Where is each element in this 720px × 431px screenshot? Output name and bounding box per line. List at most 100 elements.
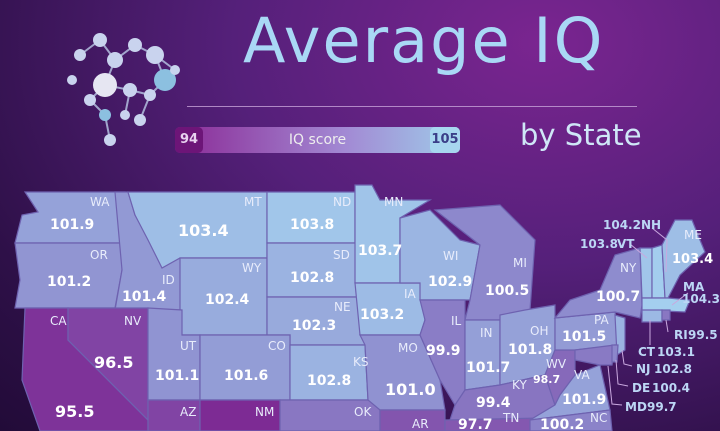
abbr-co: CO bbox=[268, 339, 286, 353]
abbr-ri: RI bbox=[674, 328, 688, 342]
callout-line-nj bbox=[621, 349, 633, 367]
abbr-nd: ND bbox=[333, 195, 351, 209]
abbr-va: VA bbox=[574, 368, 590, 382]
state-de[interactable] bbox=[611, 344, 619, 363]
value-tn: 97.7 bbox=[458, 417, 493, 431]
state-il[interactable] bbox=[419, 299, 466, 407]
subtitle: by State bbox=[520, 118, 642, 152]
value-mi: 100.5 bbox=[485, 283, 529, 299]
value-wi: 102.9 bbox=[428, 274, 472, 290]
value-or: 101.2 bbox=[47, 274, 91, 290]
abbr-or: OR bbox=[90, 248, 108, 262]
abbr-mt: MT bbox=[244, 195, 262, 209]
value-in: 101.7 bbox=[466, 360, 510, 376]
callout-line-nh bbox=[651, 227, 668, 273]
value-mo: 101.0 bbox=[385, 380, 436, 399]
value-mt: 103.4 bbox=[178, 221, 229, 240]
abbr-nh: NH bbox=[641, 218, 661, 232]
value-id: 101.4 bbox=[122, 289, 167, 305]
abbr-ok: OK bbox=[354, 405, 372, 419]
state-nm[interactable] bbox=[199, 399, 281, 431]
abbr-de: DE bbox=[632, 381, 650, 395]
value-nc: 100.2 bbox=[540, 417, 584, 431]
value-nh: 104.2 bbox=[603, 218, 641, 232]
abbr-mi: MI bbox=[513, 256, 527, 270]
abbr-tn: TN bbox=[502, 411, 519, 425]
abbr-oh: OH bbox=[530, 324, 548, 338]
value-pa: 101.5 bbox=[562, 329, 606, 345]
legend-min: 94 bbox=[175, 127, 203, 153]
divider bbox=[187, 106, 637, 107]
abbr-il: IL bbox=[451, 314, 462, 328]
abbr-wa: WA bbox=[90, 195, 110, 209]
state-vt[interactable] bbox=[639, 247, 653, 299]
state-az[interactable] bbox=[147, 399, 201, 431]
value-nv: 96.5 bbox=[94, 353, 133, 372]
abbr-az: AZ bbox=[180, 405, 196, 419]
value-mn: 103.7 bbox=[358, 243, 402, 259]
abbr-wi: WI bbox=[443, 249, 458, 263]
value-me: 103.4 bbox=[672, 252, 713, 267]
value-ny: 100.7 bbox=[596, 289, 640, 305]
state-ct[interactable] bbox=[641, 309, 663, 323]
abbr-sd: SD bbox=[333, 248, 350, 262]
color-scale-legend: IQ score 94 105 bbox=[175, 127, 460, 153]
value-oh: 101.8 bbox=[508, 342, 552, 358]
value-ne: 102.3 bbox=[292, 318, 336, 334]
state-ok[interactable] bbox=[279, 399, 381, 431]
abbr-mo: MO bbox=[398, 341, 418, 355]
callout-line-de bbox=[615, 359, 629, 387]
state-md[interactable] bbox=[574, 344, 616, 366]
abbr-ny: NY bbox=[620, 261, 637, 275]
value-il: 99.9 bbox=[426, 343, 461, 359]
callout-line-ma bbox=[671, 292, 689, 306]
legend-label: IQ score bbox=[288, 132, 347, 148]
value-wv: 98.7 bbox=[533, 373, 560, 386]
value-ri: 99.5 bbox=[688, 328, 718, 342]
abbr-ks: KS bbox=[353, 355, 369, 369]
value-ma: 104.3 bbox=[682, 292, 720, 306]
state-ny[interactable] bbox=[553, 247, 643, 319]
abbr-id: ID bbox=[162, 273, 175, 287]
abbr-ca: CA bbox=[50, 314, 67, 328]
abbr-wy: WY bbox=[242, 261, 262, 275]
value-nj: 102.8 bbox=[654, 362, 692, 376]
abbr-nj: NJ bbox=[636, 362, 651, 376]
value-wa: 101.9 bbox=[50, 217, 94, 233]
abbr-ut: UT bbox=[180, 339, 197, 353]
abbr-in: IN bbox=[480, 326, 493, 340]
brain-network-icon bbox=[67, 33, 180, 146]
abbr-wv: WV bbox=[546, 357, 567, 371]
callout-line-md bbox=[607, 365, 623, 406]
abbr-nm: NM bbox=[255, 405, 274, 419]
state-ar[interactable] bbox=[379, 409, 446, 431]
value-vt: 103.8 bbox=[580, 237, 618, 251]
value-ct: 103.1 bbox=[657, 345, 695, 359]
state-ri[interactable] bbox=[661, 309, 671, 321]
abbr-md: MD bbox=[625, 400, 647, 414]
value-nd: 103.8 bbox=[290, 217, 334, 233]
state-ma[interactable] bbox=[641, 297, 691, 313]
value-va: 101.9 bbox=[562, 392, 606, 408]
abbr-ar: AR bbox=[412, 417, 429, 431]
abbr-mn: MN bbox=[384, 195, 403, 209]
abbr-ma: MA bbox=[683, 280, 705, 294]
value-md: 99.7 bbox=[647, 400, 677, 414]
callout-line-vt bbox=[629, 243, 648, 259]
abbr-ia: IA bbox=[404, 287, 417, 301]
value-co: 101.6 bbox=[224, 368, 268, 384]
state-tn[interactable] bbox=[444, 417, 542, 431]
abbr-vt: VT bbox=[617, 237, 635, 251]
abbr-ky: KY bbox=[512, 378, 527, 392]
state-nc[interactable] bbox=[529, 409, 613, 431]
abbr-nc: NC bbox=[590, 411, 607, 425]
abbr-nv: NV bbox=[124, 314, 142, 328]
value-wy: 102.4 bbox=[205, 292, 250, 308]
title: Average IQ bbox=[243, 4, 605, 77]
abbr-pa: PA bbox=[594, 313, 609, 327]
callout-line-ri bbox=[665, 319, 669, 333]
value-sd: 102.8 bbox=[290, 270, 334, 286]
legend-max: 105 bbox=[430, 127, 460, 153]
value-ky: 99.4 bbox=[476, 395, 511, 411]
